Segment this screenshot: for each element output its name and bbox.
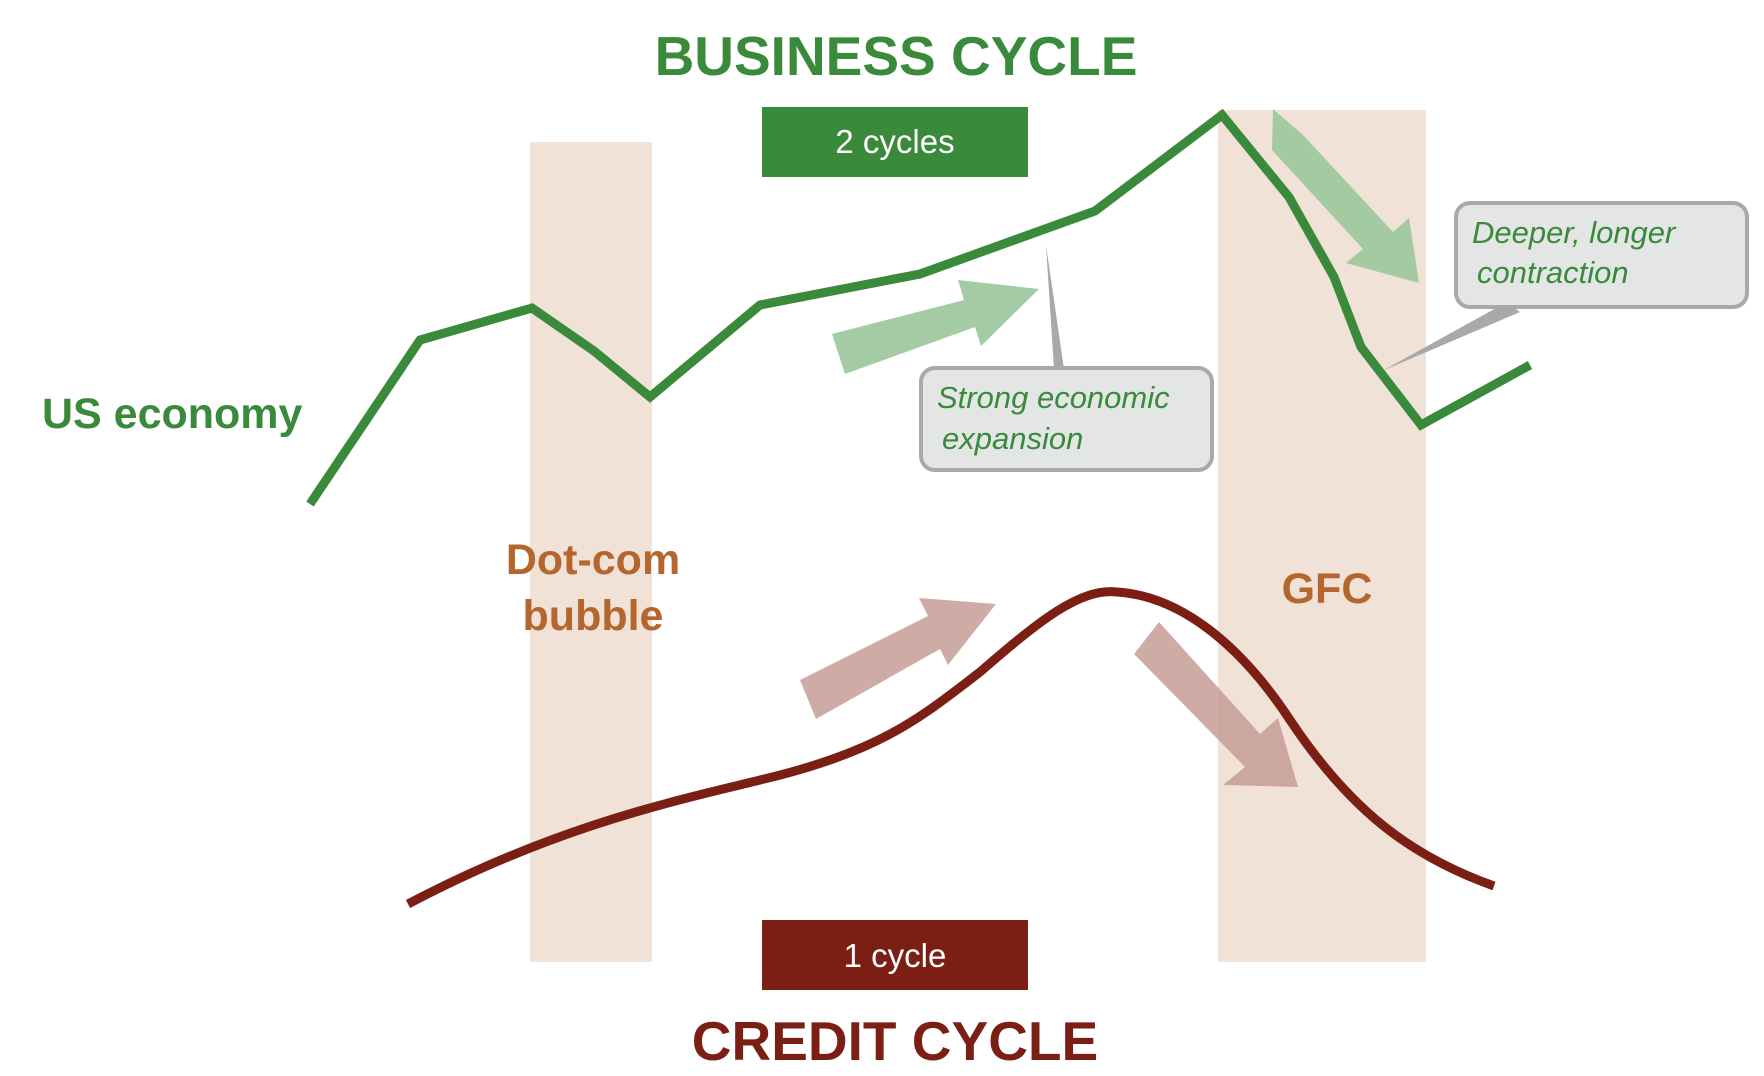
contraction-callout-line1: Deeper, longer	[1472, 215, 1677, 250]
business-cycle-title: BUSINESS CYCLE	[655, 25, 1138, 87]
expansion-callout-box	[919, 366, 1214, 472]
expansion-arrow	[832, 280, 1039, 374]
credit-downswing-arrow	[1134, 622, 1298, 787]
dotcom-label-line1: Dot-com	[506, 536, 680, 584]
us-economy-line	[306, 108, 1533, 507]
us-economy-label: US economy	[42, 390, 303, 438]
contraction-callout-box	[1454, 201, 1749, 309]
credit-cycle-badge-text: 1 cycle	[844, 937, 947, 974]
credit-cycle-badge	[762, 920, 1028, 990]
business-cycle-badge-text: 2 cycles	[835, 123, 954, 160]
dotcom-label-line2: bubble	[523, 592, 664, 640]
credit-cycle-curve	[405, 587, 1496, 908]
credit-upswing-arrow	[800, 598, 996, 719]
contraction-callout-pointer	[1382, 302, 1520, 371]
credit-cycle-title: CREDIT CYCLE	[692, 1010, 1098, 1072]
contraction-arrow	[1272, 109, 1419, 283]
expansion-callout-line1: Strong economic	[937, 380, 1170, 415]
gfc-label: GFC	[1282, 565, 1373, 613]
contraction-callout-line2: contraction	[1477, 255, 1629, 290]
expansion-callout-pointer	[1046, 245, 1064, 369]
expansion-callout-line2: expansion	[942, 421, 1083, 456]
business-cycle-badge	[762, 107, 1028, 177]
